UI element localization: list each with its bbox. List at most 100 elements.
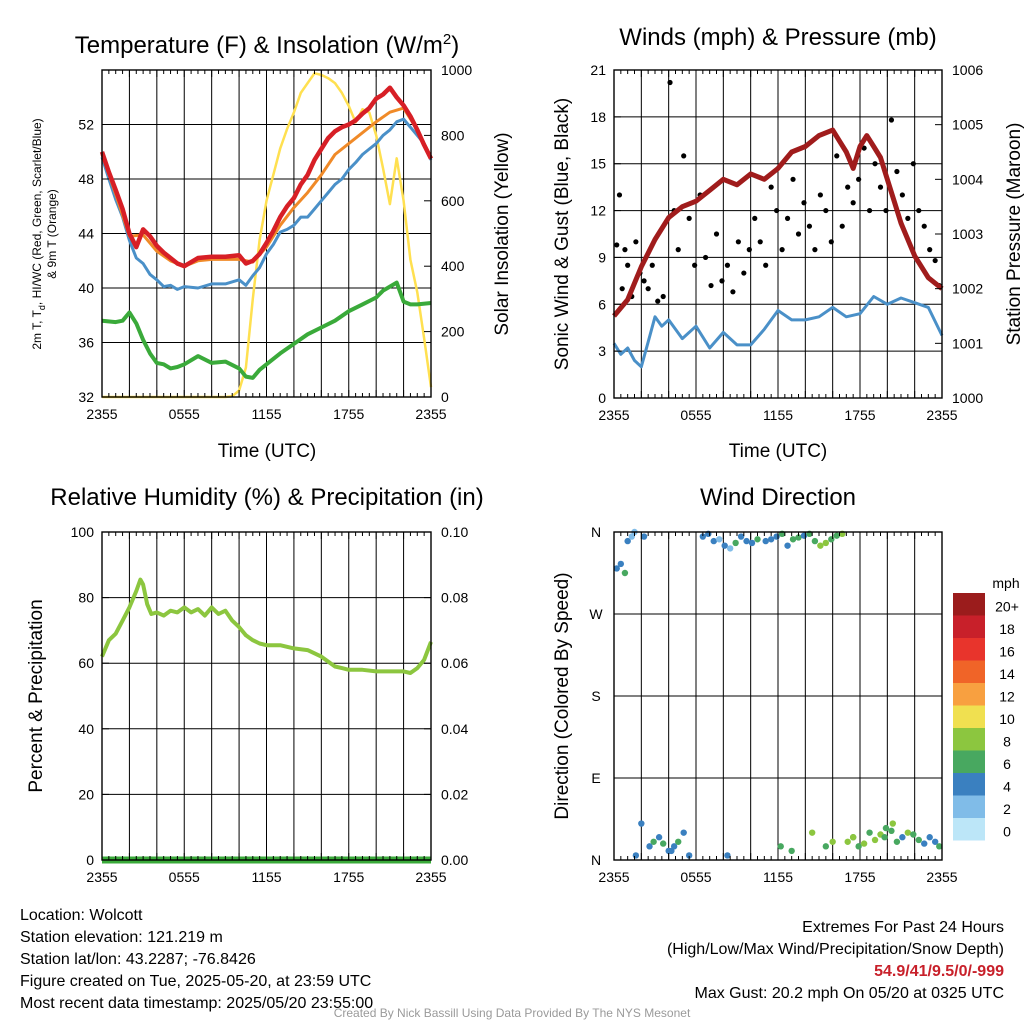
direction-point	[882, 824, 890, 832]
gust-point	[866, 207, 873, 214]
speed-legend: mph 20+ 18 16 14 12 10 8 6 4 2 0	[953, 575, 1020, 841]
speed-legend-label: 12	[999, 689, 1015, 705]
direction-point	[621, 569, 629, 577]
direction-point	[817, 542, 824, 549]
extremes-title: Extremes For Past 24 Hours	[802, 919, 1004, 936]
gust-point	[779, 247, 785, 253]
winds-panel: Winds (mph) & Pressure (mb) 2355 0555 1155…	[552, 24, 1024, 462]
x-tick-label: 2355	[926, 407, 957, 423]
gust-point	[724, 262, 731, 268]
hi-wc-series-line	[100, 117, 433, 291]
gust-point	[856, 176, 862, 182]
gust-point	[910, 161, 916, 167]
direction-point	[754, 536, 761, 543]
direction-point	[743, 537, 750, 545]
speed-legend-swatch	[953, 660, 985, 683]
x-tick-label: 1755	[844, 407, 875, 423]
direction-point	[777, 843, 784, 850]
extremes-values: 54.9/41/9.5/0/-999	[874, 963, 1004, 980]
y2-tick-label: 0.08	[441, 590, 468, 606]
direction-point	[871, 836, 879, 844]
x-tick-label: 0555	[680, 869, 711, 885]
winds-panel-title: Winds (mph) & Pressure (mb)	[619, 24, 936, 51]
y-tick-label: 21	[590, 62, 606, 78]
gust-point	[741, 270, 747, 276]
y-tick-label: 36	[78, 335, 94, 351]
x-tick-label: 2355	[926, 869, 957, 885]
x-tick-label: 1755	[844, 869, 875, 885]
speed-legend-label: 8	[1003, 734, 1011, 750]
y2-tick-label: 1002	[952, 281, 983, 297]
speed-legend-label: 0	[1003, 824, 1011, 840]
station-latlon: Station lat/lon: 43.2287; -76.8426	[20, 951, 256, 968]
gust-point	[686, 215, 692, 221]
gust-point	[655, 298, 661, 304]
direction-point	[737, 533, 745, 540]
pressure-y-axis-label: Station Pressure (Maroon)	[1004, 123, 1024, 346]
y2-tick-label: 0.06	[441, 655, 468, 671]
gust-point	[877, 184, 884, 190]
gust-point	[850, 200, 856, 206]
gust-point	[746, 247, 752, 253]
y-tick-label: 80	[78, 590, 94, 606]
gust-point	[708, 282, 714, 289]
gust-point	[883, 207, 889, 214]
direction-point	[926, 834, 933, 841]
speed-legend-swatch	[953, 818, 985, 841]
direction-point	[860, 840, 868, 847]
x-tick-label: 1155	[251, 406, 281, 422]
direction-point	[844, 838, 851, 845]
direction-point	[899, 834, 906, 841]
speed-legend-label: 18	[999, 621, 1015, 637]
speed-legend-swatch	[953, 705, 985, 728]
temperature-y-axis-label-line1: 2m T, Td, HI/WC (Red, Green, Scarlet/Blu…	[30, 118, 47, 349]
winds-x-axis-label: Time (UTC)	[729, 441, 828, 462]
gust-point	[801, 200, 807, 206]
y-tick-label: 44	[78, 226, 94, 242]
y-tick-label: 9	[598, 249, 606, 265]
direction-point	[795, 534, 802, 541]
direction-point	[660, 840, 667, 847]
direction-point	[888, 827, 895, 835]
gust-point	[719, 278, 725, 284]
speed-legend-swatch	[953, 593, 985, 616]
humidity-panel-title: Relative Humidity (%) & Precipitation (i…	[50, 484, 483, 511]
temperature-panel: Temperature (F) & Insolation (W/m2) 2355…	[30, 31, 513, 462]
gust-point	[828, 239, 834, 245]
wind-direction-panel-title: Wind Direction	[700, 484, 856, 511]
y2-tick-label: 1004	[952, 171, 983, 187]
direction-point	[784, 542, 791, 549]
gust-point	[861, 145, 867, 151]
x-tick-label: 1155	[763, 869, 793, 885]
direction-point	[680, 829, 687, 836]
y2-tick-label: 1000	[952, 390, 983, 406]
direction-point	[685, 852, 693, 859]
x-tick-label: 2355	[86, 869, 117, 885]
speed-legend-label: 16	[999, 644, 1015, 660]
x-tick-label: 1755	[333, 869, 364, 885]
gust-point	[768, 184, 774, 190]
direction-point	[881, 834, 888, 841]
humidity-series-line	[100, 577, 433, 675]
direction-point	[716, 536, 723, 543]
direction-point	[721, 542, 728, 549]
gust-point	[927, 247, 933, 253]
direction-point	[767, 536, 775, 543]
direction-point	[640, 533, 648, 540]
direction-point	[828, 536, 835, 543]
gust-point	[921, 223, 927, 229]
direction-point	[732, 539, 739, 547]
y-tick-label: 48	[78, 171, 94, 187]
direction-point	[726, 545, 734, 552]
gust-point	[757, 239, 763, 245]
y-tick-label: 40	[78, 280, 94, 296]
direction-point	[646, 843, 653, 850]
direction-point	[889, 820, 896, 827]
x-tick-label: 2355	[415, 406, 446, 422]
gust-point	[845, 184, 851, 190]
speed-legend-label: 20+	[995, 599, 1019, 615]
x-tick-label: 0555	[169, 406, 200, 422]
direction-tick-label: W	[589, 606, 603, 622]
y-tick-label: 0	[86, 852, 94, 868]
pressure-series-line	[612, 127, 944, 318]
